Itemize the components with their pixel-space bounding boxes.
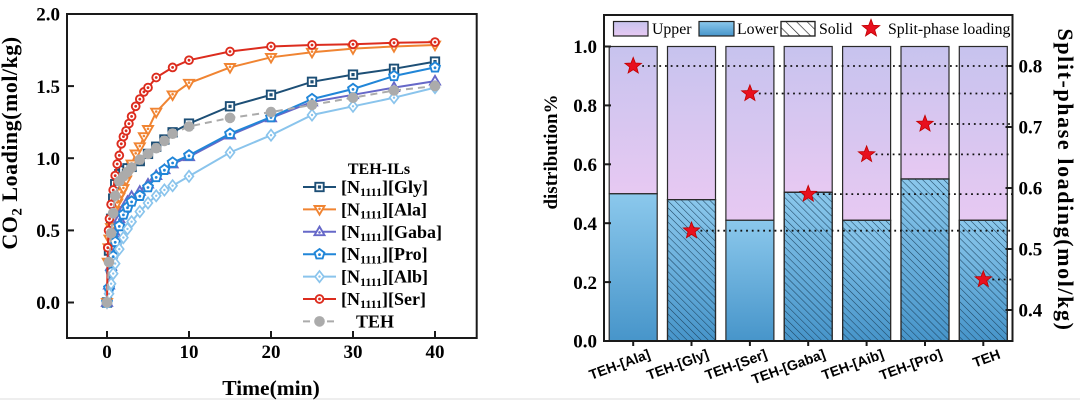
svg-text:1.5: 1.5 — [36, 77, 60, 98]
svg-text:0.8: 0.8 — [1019, 57, 1043, 78]
svg-text:0.6: 0.6 — [573, 155, 597, 176]
svg-text:TEH: TEH — [356, 311, 394, 331]
svg-text:CO2 Loading(mol/kg): CO2 Loading(mol/kg) — [0, 36, 26, 249]
svg-text:30: 30 — [344, 342, 363, 363]
svg-text:0.8: 0.8 — [573, 96, 597, 117]
svg-text:distribution%: distribution% — [541, 94, 562, 209]
svg-text:[N1111][Gly]: [N1111][Gly] — [341, 177, 428, 199]
svg-text:0.5: 0.5 — [36, 221, 60, 242]
svg-text:[N1111][Ser]: [N1111][Ser] — [341, 289, 426, 311]
svg-text:20: 20 — [262, 342, 281, 363]
svg-text:40: 40 — [426, 342, 445, 363]
svg-text:0.4: 0.4 — [573, 214, 597, 235]
svg-text:0.2: 0.2 — [573, 273, 597, 294]
svg-text:0.4: 0.4 — [1019, 301, 1043, 322]
svg-text:Solid: Solid — [819, 21, 852, 38]
svg-text:[N1111][Pro]: [N1111][Pro] — [341, 244, 428, 266]
svg-text:1.0: 1.0 — [573, 37, 597, 58]
svg-text:TEH-ILs: TEH-ILs — [348, 161, 410, 178]
svg-text:0.0: 0.0 — [573, 332, 597, 353]
svg-text:0.5: 0.5 — [1019, 240, 1043, 261]
svg-text:Split-phase loading(mol/kg): Split-phase loading(mol/kg) — [1053, 29, 1078, 332]
svg-text:[N1111][Gaba]: [N1111][Gaba] — [341, 222, 442, 244]
svg-text:2.0: 2.0 — [36, 5, 60, 26]
svg-text:0.7: 0.7 — [1019, 118, 1043, 139]
svg-text:Upper: Upper — [652, 21, 692, 38]
svg-text:1.0: 1.0 — [36, 149, 60, 170]
svg-text:10: 10 — [180, 342, 199, 363]
svg-text:0.6: 0.6 — [1019, 179, 1043, 200]
svg-text:Lower: Lower — [737, 21, 779, 38]
svg-text:[N1111][Alb]: [N1111][Alb] — [341, 267, 428, 289]
svg-text:0.0: 0.0 — [36, 293, 60, 314]
svg-text:[N1111][Ala]: [N1111][Ala] — [341, 199, 427, 221]
svg-text:Time(min): Time(min) — [222, 376, 320, 400]
svg-text:Split-phase loading: Split-phase loading — [888, 21, 1011, 38]
svg-text:0: 0 — [102, 342, 112, 363]
